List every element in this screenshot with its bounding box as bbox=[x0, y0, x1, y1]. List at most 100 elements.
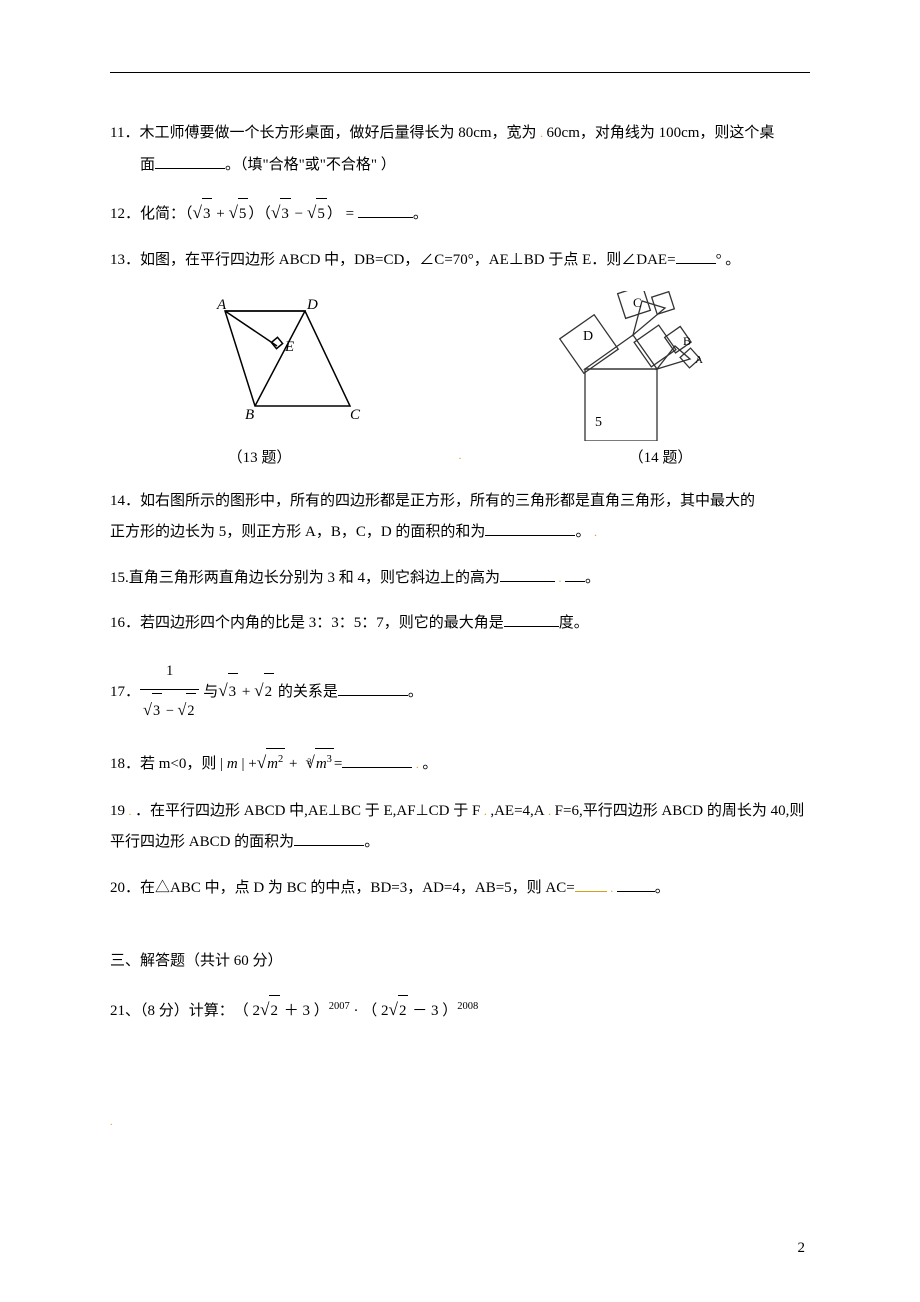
m3-rad: m bbox=[316, 756, 327, 772]
label-A: A bbox=[695, 354, 703, 366]
q12-suffix: 。 bbox=[413, 206, 428, 222]
q11-text-b: 60cm，对角线为 100cm，则这个桌 bbox=[547, 125, 775, 141]
label-C: C bbox=[350, 407, 361, 421]
blank-field bbox=[338, 679, 408, 696]
q11-indent: 面 bbox=[140, 157, 155, 173]
blank-field bbox=[504, 611, 559, 628]
label-B: B bbox=[683, 334, 691, 348]
question-14: 14．如右图所示的图形中，所有的四边形都是正方形，所有的三角形都是直角三角形，其… bbox=[110, 486, 810, 549]
q21-mid3: － 3 ） bbox=[408, 1003, 457, 1019]
frac-num: 1 bbox=[140, 654, 199, 690]
question-20: 20．在△ABC 中，点 D 为 BC 的中点，BD=3，AD=4，AB=5，则… bbox=[110, 873, 810, 905]
q12-prefix: 12．化简：（ bbox=[110, 206, 193, 222]
q21-mid1: ＋ 3 ） bbox=[280, 1003, 329, 1019]
q14-text-b: 正方形的边长为 5，则正方形 A，B，C，D 的面积的和为 bbox=[110, 524, 485, 540]
exp2: 2 bbox=[278, 754, 283, 765]
label-5: 5 bbox=[595, 415, 602, 430]
label-B: B bbox=[245, 407, 254, 421]
q16-text: 16．若四边形四个内角的比是 3：3：5：7，则它的最大角是 bbox=[110, 615, 504, 631]
question-17: 17．1√3 − √2 与√3 + √2 的关系是。 bbox=[110, 654, 810, 732]
q20-suffix: 。 bbox=[655, 880, 670, 896]
sqrt-5b: 5 bbox=[316, 198, 327, 231]
q14-suffix: 。 bbox=[575, 524, 590, 540]
dot-mark: . bbox=[459, 445, 462, 472]
blank-field bbox=[358, 202, 413, 219]
dot-mark: . bbox=[480, 799, 490, 824]
blank-field bbox=[294, 830, 364, 847]
blank-field bbox=[485, 520, 575, 537]
dot-mark: . bbox=[545, 799, 555, 824]
q19-d: F=6,平行四边形 ABCD 的周长为 40,则 bbox=[555, 803, 805, 819]
dot-mark: . bbox=[125, 799, 135, 824]
q17-prefix: 17． bbox=[110, 684, 140, 700]
q15-suffix: 。 bbox=[585, 570, 600, 586]
q14-text-a: 14．如右图所示的图形中，所有的四边形都是正方形，所有的三角形都是直角三角形，其… bbox=[110, 493, 755, 509]
q12-mid1: ）（ bbox=[248, 206, 271, 222]
dot-mark: . bbox=[590, 520, 600, 545]
fig14-caption: （14 题） bbox=[561, 445, 761, 472]
sqrt-3: 3 bbox=[202, 198, 213, 231]
blank-field bbox=[575, 875, 607, 892]
dot-mark: . bbox=[607, 876, 617, 901]
q19-suffix: 。 bbox=[364, 834, 379, 850]
m2-rad: m bbox=[267, 756, 278, 772]
blank-field bbox=[565, 565, 585, 582]
q18-suffix: 。 bbox=[422, 756, 437, 772]
sqrt2a: 2 bbox=[269, 995, 280, 1028]
blank-field bbox=[342, 752, 412, 769]
tiny-mark: . bbox=[110, 1114, 113, 1132]
question-15: 15.直角三角形两直角边长分别为 3 和 4，则它斜边上的高为.。 bbox=[110, 563, 810, 595]
q18-mid1: | + bbox=[238, 756, 257, 772]
m-var: m bbox=[227, 756, 238, 772]
dot-mark: . bbox=[537, 121, 547, 146]
blank-field bbox=[617, 875, 655, 892]
page-content: 11．木工师傅要做一个长方形桌面，做好后量得长为 80cm，宽为.60cm，对角… bbox=[110, 0, 810, 1028]
sqrt2: 2 bbox=[264, 673, 275, 712]
q11-suffix: 。（填"合格"或"不合格" ） bbox=[225, 157, 396, 173]
figure-14: 5 D C B A bbox=[535, 291, 725, 441]
figure-captions: （13 题） . （14 题） bbox=[110, 445, 810, 472]
q20-text: 20．在△ABC 中，点 D 为 BC 的中点，BD=3，AD=4，AB=5，则… bbox=[110, 880, 575, 896]
question-12: 12．化简：（√3 + √5）（√3 − √5） = 。 bbox=[110, 195, 810, 231]
sqrt2b: 2 bbox=[398, 995, 409, 1028]
question-18: 18．若 m<0，则 | m | +√m2 + 3√m3=.。 bbox=[110, 745, 810, 781]
label-E: E bbox=[284, 339, 294, 355]
question-11: 11．木工师傅要做一个长方形桌面，做好后量得长为 80cm，宽为.60cm，对角… bbox=[110, 118, 810, 181]
question-19: 19.．在平行四边形 ABCD 中,AE⊥BC 于 E,AF⊥CD 于 F.,A… bbox=[110, 796, 810, 859]
blank-field bbox=[155, 152, 225, 169]
page-number: 2 bbox=[798, 1235, 806, 1262]
q12-mid2: ） = bbox=[327, 206, 358, 222]
exp-2008: 2008 bbox=[457, 1001, 478, 1012]
section-3-header: 三、解答题（共计 60 分） bbox=[110, 946, 810, 978]
fig13-caption: （13 题） bbox=[160, 445, 360, 472]
figure-13: A D E B C bbox=[195, 291, 365, 421]
label-D: D bbox=[306, 297, 318, 313]
q19-b: ．在平行四边形 ABCD 中,AE⊥BC 于 E,AF⊥CD 于 F bbox=[135, 803, 480, 819]
question-16: 16．若四边形四个内角的比是 3：3：5：7，则它的最大角是度。 bbox=[110, 608, 810, 640]
figures-row: A D E B C 5 D C B A bbox=[110, 291, 810, 441]
den-sqrt3: 3 bbox=[152, 693, 162, 730]
exp3: 3 bbox=[327, 754, 332, 765]
q21-dot: · bbox=[350, 1003, 363, 1019]
label-D: D bbox=[583, 329, 593, 344]
dot-mark: . bbox=[412, 752, 422, 777]
den-sqrt2: 2 bbox=[186, 693, 196, 730]
question-21: 21、（8 分）计算： （ 2√2 ＋ 3 ）2007 · （ 2√2 － 3 … bbox=[110, 992, 810, 1028]
label-A: A bbox=[216, 297, 227, 313]
label-C: C bbox=[633, 295, 642, 310]
q13-text: 13．如图，在平行四边形 ABCD 中，DB=CD，∠C=70°，AE⊥BD 于… bbox=[110, 252, 676, 268]
sqrt-5: 5 bbox=[238, 198, 249, 231]
q19-line2: 平行四边形 ABCD 的面积为 bbox=[110, 834, 294, 850]
exp-2007: 2007 bbox=[329, 1001, 350, 1012]
blank-field bbox=[676, 248, 716, 265]
q18-mid3: = bbox=[334, 756, 342, 772]
q17-mid: 与 bbox=[203, 684, 218, 700]
question-13: 13．如图，在平行四边形 ABCD 中，DB=CD，∠C=70°，AE⊥BD 于… bbox=[110, 245, 810, 277]
q17-mid2: 的关系是 bbox=[278, 684, 338, 700]
q19-a: 19 bbox=[110, 803, 125, 819]
sqrt3: 3 bbox=[228, 673, 239, 712]
top-rule bbox=[110, 72, 810, 73]
q19-c: ,AE=4,A bbox=[490, 803, 544, 819]
q21-prefix: 21、（8 分）计算： （ 2 bbox=[110, 1003, 260, 1019]
dot-mark: . bbox=[555, 566, 565, 591]
